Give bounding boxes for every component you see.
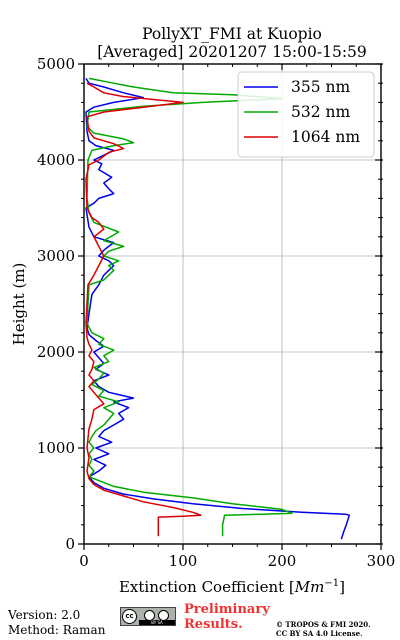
x-axis-label-main: Extinction Coefficient [ — [119, 578, 295, 596]
cc-badge-label: BY SA — [139, 620, 175, 625]
series-line-3 — [85, 82, 202, 537]
y-tick-label: 4000 — [37, 151, 75, 169]
preliminary-label-line2: Results. — [184, 617, 243, 632]
x-axis-label: Extinction Coefficient [Mm−1] — [119, 578, 345, 596]
legend-label: 1064 nm — [291, 128, 360, 146]
cc-license-badge: cc BY SA — [120, 607, 176, 626]
y-tick-label: 5000 — [37, 55, 75, 73]
copyright-line2: CC BY SA 4.0 License. — [276, 629, 363, 638]
footer: Version: 2.0 Method: Raman cc BY SA Prel… — [0, 600, 400, 640]
legend: 355 nm 532 nm 1064 nm — [237, 71, 375, 158]
y-tick-label: 3000 — [37, 247, 75, 265]
chart-title: PollyXT_FMI at Kuopio — [142, 25, 322, 43]
x-tick-label: 300 — [367, 552, 396, 570]
legend-box — [237, 71, 375, 158]
x-tick-label: 100 — [169, 552, 198, 570]
version-text: Version: 2.0 — [8, 608, 81, 622]
cc-icon: cc — [122, 609, 137, 624]
legend-label: 355 nm — [291, 78, 350, 96]
copyright-line1: © TROPOS & FMI 2020. — [276, 620, 371, 629]
x-axis-label-close: ] — [339, 578, 345, 596]
y-tick-label: 1000 — [37, 439, 75, 457]
preliminary-label-line1: Preliminary — [184, 602, 270, 617]
chart-subtitle: [Averaged] 20201207 15:00-15:59 — [97, 43, 367, 61]
x-axis-label-unit: Mm — [294, 578, 325, 596]
y-axis-label: Height (m) — [10, 263, 28, 346]
x-tick-label: 0 — [79, 552, 89, 570]
x-tick-label: 200 — [268, 552, 297, 570]
series-lines — [85, 77, 351, 540]
y-tick-label: 2000 — [37, 343, 75, 361]
x-axis-label-exponent: −1 — [324, 578, 339, 589]
y-tick-label: 0 — [65, 535, 75, 553]
legend-label: 532 nm — [291, 103, 350, 121]
method-text: Method: Raman — [8, 623, 106, 637]
